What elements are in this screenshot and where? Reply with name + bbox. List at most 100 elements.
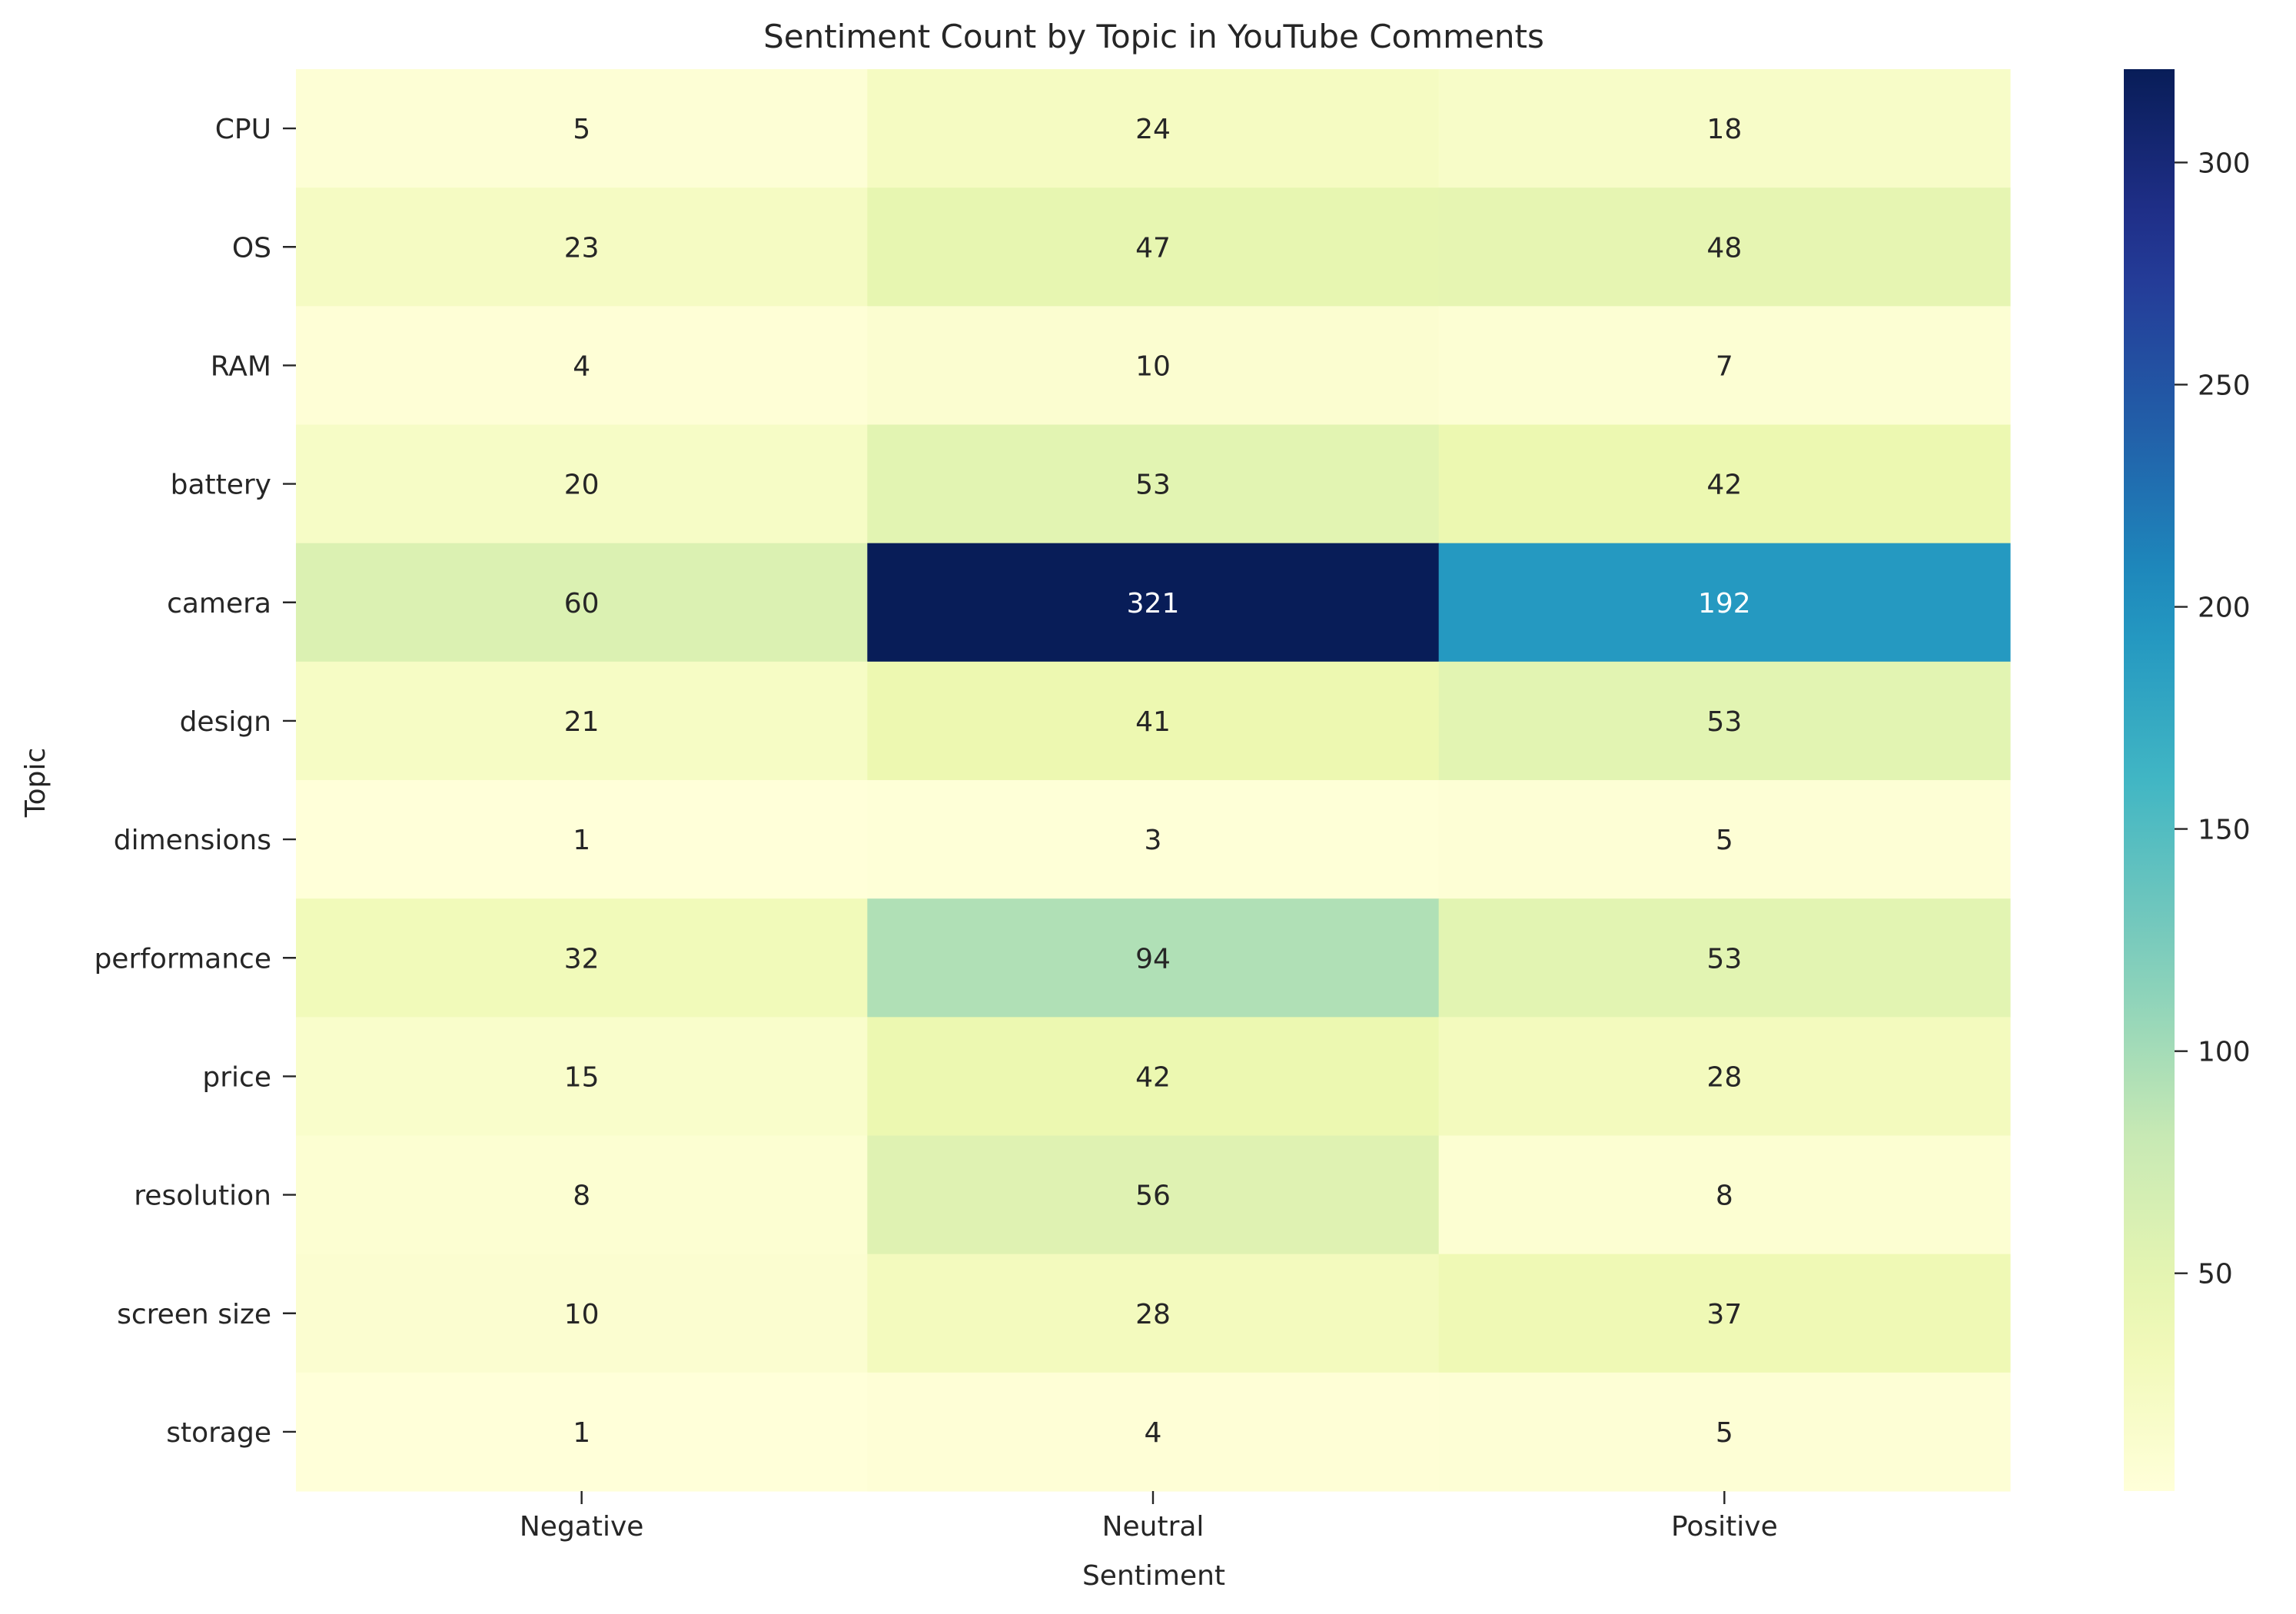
y-tick-label: performance	[94, 943, 271, 975]
heatmap-cell	[867, 898, 1440, 1018]
cell-value-label: 321	[1127, 588, 1180, 619]
colorbar-tick-label: 100	[2198, 1037, 2251, 1068]
y-tick-label: dimensions	[114, 825, 271, 856]
cell-value-label: 7	[1716, 350, 1733, 382]
colorbar: 50 100 150 200 250 300	[2124, 69, 2251, 1491]
cell-value-label: 18	[1706, 114, 1742, 145]
y-tick-label: resolution	[134, 1181, 271, 1212]
heatmap-cell	[1438, 1135, 2011, 1255]
colorbar-tick-label: 50	[2198, 1259, 2233, 1290]
y-tick-label: camera	[167, 588, 271, 619]
cell-value-label: 10	[564, 1299, 600, 1330]
cell-value-label: 32	[564, 943, 600, 975]
cell-value-label: 53	[1706, 706, 1742, 738]
cell-value-label: 48	[1706, 232, 1742, 264]
cell-value-label: 5	[573, 114, 590, 145]
y-axis-label: Topic	[20, 748, 52, 819]
heatmap-cell	[296, 424, 868, 544]
cell-value-label: 1	[573, 1417, 590, 1449]
heatmap-cell	[1438, 1254, 2011, 1373]
heatmap-cell	[296, 661, 868, 781]
y-tick-label: battery	[171, 470, 271, 501]
heatmap-cell	[867, 424, 1440, 544]
cell-value-label: 5	[1716, 1417, 1733, 1449]
cell-value-label: 47	[1135, 232, 1171, 264]
colorbar-ticks: 50 100 150 200 250 300	[2175, 148, 2251, 1290]
heatmap-cell	[867, 1372, 1440, 1492]
heatmap-cell	[1438, 424, 2011, 544]
cell-value-label: 5	[1716, 825, 1733, 856]
y-tick-label: storage	[166, 1417, 271, 1449]
cell-value-label: 3	[1145, 825, 1162, 856]
cell-value-label: 53	[1706, 943, 1742, 975]
heatmap-cell	[1438, 69, 2011, 188]
y-tick-label: price	[202, 1061, 271, 1093]
heatmap-cell	[867, 1017, 1440, 1137]
cell-value-label: 24	[1135, 114, 1171, 145]
heatmap-cell	[296, 69, 868, 188]
y-tick-label: OS	[232, 232, 271, 264]
heatmap-cell	[296, 1372, 868, 1492]
cell-value-label: 20	[564, 470, 600, 501]
cell-value-label: 56	[1135, 1181, 1171, 1212]
heatmap-cell	[296, 898, 868, 1018]
heatmap-cell	[867, 188, 1440, 307]
heatmap-cell	[1438, 1372, 2011, 1492]
cell-value-label: 28	[1706, 1061, 1742, 1093]
x-tick-label: Positive	[1671, 1511, 1778, 1543]
colorbar-tick-label: 150	[2198, 815, 2251, 846]
heatmap-cell	[867, 69, 1440, 188]
y-axis: CPU OS RAM battery camera design dimensions per…	[94, 114, 296, 1449]
cell-value-label: 60	[564, 588, 600, 619]
heatmap-cell	[867, 1254, 1440, 1373]
cell-value-label: 28	[1135, 1299, 1171, 1330]
cell-value-label: 4	[1145, 1417, 1162, 1449]
x-axis-label: Sentiment	[1082, 1560, 1225, 1592]
y-tick-label: screen size	[117, 1299, 271, 1330]
heatmap-cell	[296, 188, 868, 307]
heatmap-cell	[1438, 898, 2011, 1018]
colorbar-gradient	[2124, 69, 2175, 1491]
y-tick-label: CPU	[215, 114, 271, 145]
heatmap-cell	[296, 1254, 868, 1373]
heatmap-cell	[296, 1017, 868, 1137]
cell-value-label: 8	[573, 1181, 590, 1212]
heatmap-cell	[867, 543, 1440, 663]
heatmap-cell	[296, 543, 868, 663]
cell-value-label: 53	[1135, 470, 1171, 501]
cell-value-label: 42	[1706, 470, 1742, 501]
colorbar-tick-label: 250	[2198, 370, 2251, 401]
cell-value-label: 1	[573, 825, 590, 856]
heatmap-cell	[1438, 780, 2011, 899]
colorbar-tick-label: 300	[2198, 148, 2251, 179]
heatmap-cell	[296, 1135, 868, 1255]
cell-value-label: 192	[1698, 588, 1751, 619]
cell-value-label: 10	[1135, 350, 1171, 382]
chart-title: Sentiment Count by Topic in YouTube Comm…	[763, 18, 1544, 55]
cell-value-label: 4	[573, 350, 590, 382]
cell-value-label: 15	[564, 1061, 600, 1093]
cell-value-label: 37	[1706, 1299, 1742, 1330]
x-tick-label: Neutral	[1102, 1511, 1204, 1543]
heatmap-cell	[296, 306, 868, 426]
cell-value-label: 41	[1135, 706, 1171, 738]
y-tick-label: RAM	[211, 350, 271, 382]
cell-value-label: 23	[564, 232, 600, 264]
heatmap-cell	[1438, 188, 2011, 307]
cell-value-label: 94	[1135, 943, 1171, 975]
heatmap-cell	[296, 780, 868, 899]
heatmap-cell	[867, 780, 1440, 899]
x-axis: Negative Neutral Positive	[520, 1491, 1778, 1543]
cell-value-label: 8	[1716, 1181, 1733, 1212]
heatmap-cell	[1438, 543, 2011, 663]
heatmap-cell	[867, 306, 1440, 426]
cell-value-label: 42	[1135, 1061, 1171, 1093]
cell-value-label: 21	[564, 706, 600, 738]
colorbar-tick-label: 200	[2198, 593, 2251, 624]
heatmap-cell	[1438, 1017, 2011, 1137]
y-tick-label: design	[180, 706, 271, 738]
heatmap-cell	[1438, 306, 2011, 426]
heatmap-cell	[1438, 661, 2011, 781]
